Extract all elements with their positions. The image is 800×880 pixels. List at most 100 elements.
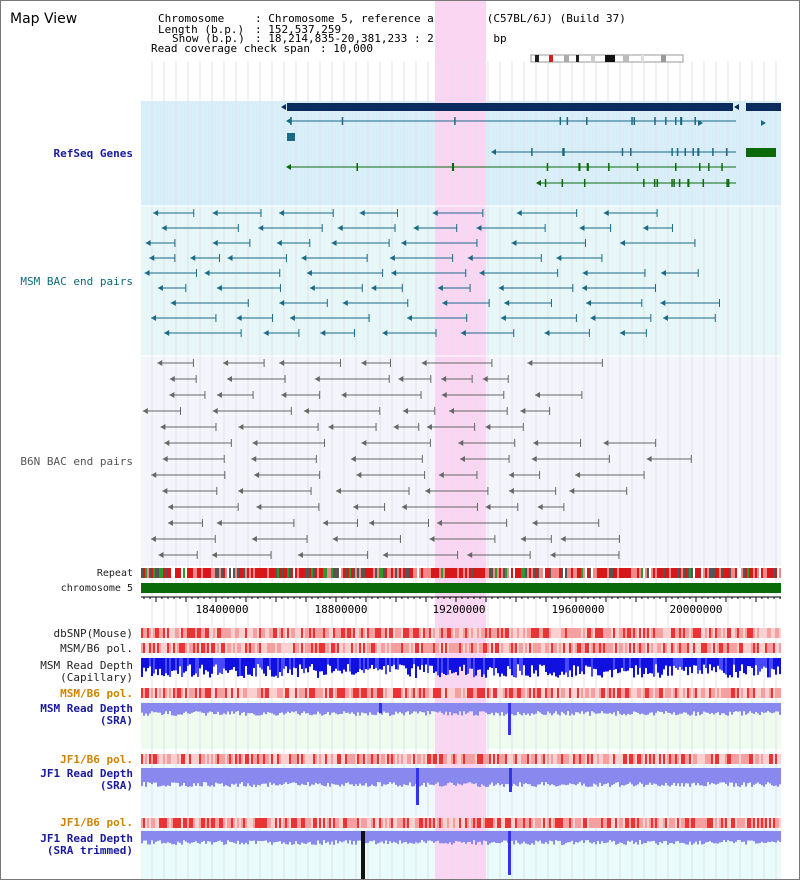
repeat-mark <box>285 568 287 578</box>
b6n-bac-pair-end <box>482 376 488 382</box>
jf1-b6-pol-2-mark <box>307 818 309 828</box>
jf1-sra-depth-bar <box>381 768 383 787</box>
dbsnp-mark <box>445 628 447 638</box>
jf1-b6-pol-mark <box>245 754 247 764</box>
msm-b6-pol-mark <box>233 643 235 653</box>
jf1-b6-pol-mark <box>285 754 287 764</box>
msm-sra-depth-bar <box>711 703 713 713</box>
jf1-sra-depth-bar <box>295 768 297 783</box>
msm-bac-pair-end <box>406 315 412 321</box>
msm-b6-pol-mark <box>609 643 611 653</box>
msm-sra-depth-bar <box>695 703 697 716</box>
msm-sra-depth-bar <box>437 703 439 713</box>
jf1-trim-depth-bar <box>391 831 393 844</box>
track-label-b6n-bac[interactable]: B6N BAC end pairs <box>20 455 133 468</box>
msm-sra-depth-bar <box>223 703 225 714</box>
msm-b6-pol-sra-mark <box>623 688 625 698</box>
jf1-b6-pol-2-mark <box>373 818 375 828</box>
jf1-b6-pol-mark <box>171 754 173 764</box>
jf1-b6-pol-2-mark <box>671 818 673 828</box>
b6n-bac-pair-end <box>646 456 652 462</box>
msm-b6-pol-mark <box>371 643 373 653</box>
repeat-mark <box>661 568 663 578</box>
msm-b6-pol-sra-mark <box>345 688 347 698</box>
jf1-b6-pol-mark <box>159 754 161 764</box>
jf1-b6-pol-2-mark <box>151 818 153 828</box>
msm-b6-pol-sra-mark <box>577 688 579 698</box>
msm-cap-depth-bar <box>359 658 361 670</box>
msm-b6-pol-sra-mark <box>501 688 503 698</box>
msm-sra-depth-bar <box>607 703 609 714</box>
jf1-b6-pol-mark <box>183 754 185 764</box>
msm-b6-pol-mark <box>667 643 669 653</box>
msm-cap-depth-bar <box>437 658 439 676</box>
msm-cap-depth-bar <box>415 658 417 678</box>
jf1-b6-pol-mark <box>579 754 581 764</box>
jf1-trim-depth-bar <box>169 831 171 843</box>
msm-sra-depth-bar <box>559 703 561 716</box>
msm-sra-depth-bar <box>267 703 269 713</box>
msm-b6-pol-mark <box>149 643 151 653</box>
msm-b6-pol-mark <box>731 643 733 653</box>
jf1-b6-pol-2-mark <box>153 818 155 828</box>
b6n-bac-pair-end <box>403 408 409 414</box>
track-label-refseq[interactable]: RefSeq Genes <box>53 147 133 160</box>
msm-cap-depth-bar <box>279 658 281 673</box>
msm-b6-pol-sra-mark <box>455 688 457 698</box>
jf1-sra-depth-bar <box>485 768 487 787</box>
msm-b6-pol-mark <box>681 643 683 653</box>
b6n-bac-pair-end <box>361 360 367 366</box>
track-label-msm-depth-sra: MSM Read Depth <box>40 702 133 715</box>
repeat-mark <box>375 568 377 578</box>
msm-b6-pol-sra-mark <box>281 688 283 698</box>
jf1-b6-pol-2-mark <box>727 818 729 828</box>
msm-b6-pol-mark <box>755 643 757 653</box>
msm-sra-depth-bar <box>601 703 603 712</box>
dbsnp-mark <box>471 628 473 638</box>
msm-cap-depth-bar <box>679 658 681 667</box>
repeat-mark <box>547 568 549 578</box>
jf1-sra-depth-bar <box>201 768 203 787</box>
jf1-b6-pol-2-mark <box>669 818 671 828</box>
jf1-sra-depth-bar <box>527 768 529 785</box>
repeat-mark <box>495 568 497 578</box>
repeat-mark <box>541 568 543 578</box>
dbsnp-mark <box>147 628 149 638</box>
jf1-b6-pol-2-mark <box>735 818 737 828</box>
msm-b6-pol-sra-mark <box>573 688 575 698</box>
dbsnp-mark <box>353 628 355 638</box>
b6n-bac-pair-end <box>438 472 444 478</box>
msm-sra-depth-bar <box>353 703 355 714</box>
jf1-b6-pol-mark <box>553 754 555 764</box>
jf1-sra-depth-bar <box>411 768 413 787</box>
jf1-sra-depth-bar <box>359 768 361 784</box>
msm-b6-pol-sra-mark <box>387 688 389 698</box>
dbsnp-mark <box>207 628 209 638</box>
jf1-b6-pol-mark <box>735 754 737 764</box>
msm-sra-depth-bar <box>689 703 691 716</box>
msm-b6-pol-mark <box>237 643 239 653</box>
jf1-b6-pol-mark <box>157 754 159 764</box>
msm-bac-pair-end <box>320 330 326 336</box>
jf1-b6-pol-2-mark <box>205 818 207 828</box>
msm-cap-depth-bar <box>523 658 525 666</box>
jf1-trim-depth-bar <box>387 831 389 845</box>
msm-b6-pol-mark <box>689 643 691 653</box>
msm-sra-depth-bar <box>253 703 255 715</box>
track-label-msm-bac[interactable]: MSM BAC end pairs <box>20 275 133 288</box>
jf1-trim-depth-bar <box>405 831 407 842</box>
repeat-mark <box>245 568 247 578</box>
repeat-mark <box>397 568 399 578</box>
msm-cap-depth-bar <box>203 658 205 675</box>
msm-cap-depth-bar <box>285 658 287 667</box>
repeat-mark <box>771 568 773 578</box>
msm-b6-pol-sra-mark <box>271 688 273 698</box>
repeat-mark <box>737 568 739 578</box>
repeat-mark <box>557 568 559 578</box>
jf1-b6-pol-mark <box>765 754 767 764</box>
jf1-b6-pol-mark <box>655 754 657 764</box>
msm-b6-pol-sra-mark <box>147 688 149 698</box>
chromosome-bar <box>141 583 781 593</box>
msm-b6-pol-sra-mark <box>375 688 377 698</box>
